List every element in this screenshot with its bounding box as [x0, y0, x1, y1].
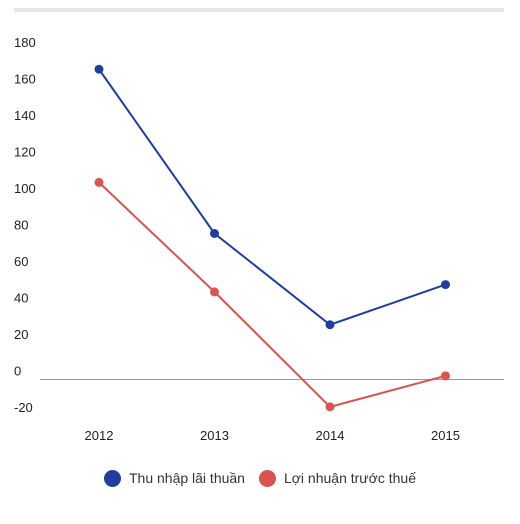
- y-tick-label: -20: [14, 400, 33, 415]
- y-tick-label: 60: [14, 254, 28, 269]
- legend-label-pre-tax-profit: Lợi nhuận trước thuế: [283, 470, 416, 486]
- legend-swatch-pre-tax-profit: [258, 469, 276, 487]
- x-axis: 2012 2013 2014 2015: [85, 428, 460, 443]
- series-line-1: [98, 181, 446, 408]
- legend-label-net-interest-income: Thu nhập lãi thuần: [128, 470, 245, 486]
- y-tick-label: 140: [14, 108, 36, 123]
- line-chart: 180 160 140 120 100 80 60 40 20 0 -20 2012 2013 2014…: [14, 35, 504, 443]
- legend-swatch-net-interest-income: [103, 469, 121, 487]
- y-tick-label: 180: [14, 35, 36, 50]
- data-point-series-1[interactable]: [325, 402, 335, 412]
- y-tick-label: 120: [14, 145, 36, 160]
- data-point-series-1[interactable]: [441, 371, 450, 381]
- y-tick-label: 100: [14, 181, 36, 196]
- header-bar: [14, 8, 504, 12]
- y-axis: 180 160 140 120 100 80 60 40 20 0 -20: [14, 35, 36, 415]
- x-tick-label: 2015: [431, 428, 460, 443]
- x-tick-label: 2014: [316, 428, 345, 443]
- data-point-series-0[interactable]: [325, 320, 335, 330]
- x-tick-label: 2013: [200, 428, 229, 443]
- y-tick-label: 80: [14, 218, 28, 233]
- legend-item-net-interest-income[interactable]: Thu nhập lãi thuần: [103, 469, 245, 487]
- legend-item-pre-tax-profit[interactable]: Lợi nhuận trước thuế: [258, 469, 416, 487]
- y-tick-label: 160: [14, 72, 36, 87]
- data-point-series-0[interactable]: [94, 64, 104, 74]
- data-point-series-0[interactable]: [210, 229, 219, 238]
- data-point-series-1[interactable]: [94, 177, 104, 187]
- x-tick-label: 2012: [85, 428, 114, 443]
- legend: Thu nhập lãi thuần Lợi nhuận trước thuế: [0, 468, 520, 488]
- y-tick-label: 20: [14, 327, 28, 342]
- series-layer: [94, 64, 450, 412]
- data-point-series-1[interactable]: [210, 287, 219, 297]
- series-line-0: [98, 68, 446, 326]
- data-point-series-0[interactable]: [441, 280, 450, 290]
- y-tick-label: 40: [14, 291, 28, 306]
- y-tick-label: 0: [14, 364, 21, 379]
